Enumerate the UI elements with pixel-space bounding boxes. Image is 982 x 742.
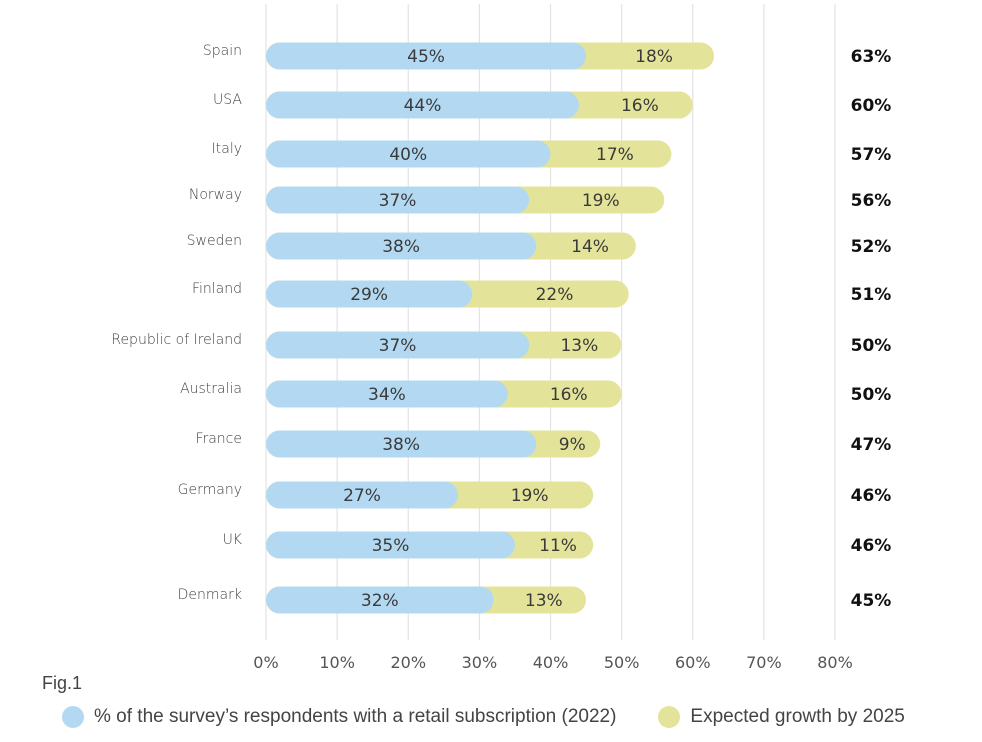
bar-label-growth: 11% (539, 536, 577, 556)
legend: % of the survey’s respondents with a ret… (62, 706, 947, 728)
bar-label-growth: 17% (596, 145, 634, 165)
total-label: 57% (851, 145, 892, 165)
bar-label-subscription: 37% (379, 336, 417, 356)
total-label: 46% (851, 486, 892, 506)
bar-label-subscription: 40% (389, 145, 427, 165)
category-label: Spain (203, 43, 242, 59)
x-tick-label: 0% (253, 653, 278, 672)
bar-subscription (266, 586, 494, 614)
bar-label-subscription: 29% (350, 285, 388, 305)
bar-subscription (266, 430, 537, 458)
total-label: 56% (851, 191, 892, 211)
category-label: Finland (192, 281, 242, 297)
legend-swatch-subscription (62, 706, 84, 728)
total-label: 60% (851, 96, 892, 116)
total-label: 63% (851, 47, 892, 67)
bar-subscription (266, 380, 508, 408)
bar-label-subscription: 45% (407, 47, 445, 67)
bar-subscription (266, 232, 537, 260)
bar-label-growth: 22% (536, 285, 574, 305)
figure-label: Fig.1 (42, 673, 83, 693)
total-label: 50% (851, 336, 892, 356)
bar-label-growth: 13% (525, 591, 563, 611)
bar-label-subscription: 32% (361, 591, 399, 611)
bars (266, 42, 715, 614)
bar-subscription (266, 481, 459, 509)
bar-subscription (266, 140, 551, 168)
category-label: Sweden (187, 233, 242, 249)
category-label: USA (213, 92, 242, 108)
x-tick-label: 10% (319, 653, 355, 672)
legend-item-growth: Expected growth by 2025 (658, 706, 905, 728)
bar-label-growth: 16% (621, 96, 659, 116)
labels: Spain 45% 18% 63% USA 44% 16% 60% Italy 40% 17% 57%… (111, 43, 891, 611)
bar-subscription (266, 280, 473, 308)
x-tick-label: 50% (604, 653, 640, 672)
category-label: Norway (189, 187, 242, 203)
x-tick-label: 60% (675, 653, 711, 672)
x-tick-label: 30% (462, 653, 498, 672)
legend-swatch-growth (658, 706, 681, 728)
x-axis-ticks: 0% 10% 20% 30% 40% 50% 60% 70% 80% (253, 653, 852, 672)
x-tick-label: 80% (817, 653, 853, 672)
bar-label-subscription: 38% (382, 435, 420, 455)
bar-label-growth: 16% (550, 385, 588, 405)
bar-label-growth: 9% (559, 435, 586, 455)
total-label: 50% (851, 385, 892, 405)
category-label: France (195, 431, 242, 447)
bar-subscription (266, 42, 587, 70)
total-label: 47% (851, 435, 892, 455)
bar-label-subscription: 37% (379, 191, 417, 211)
total-label: 51% (851, 285, 892, 305)
bar-subscription (266, 186, 530, 214)
total-label: 45% (851, 591, 892, 611)
total-label: 46% (851, 536, 892, 556)
category-label: Italy (212, 141, 242, 157)
category-label: Australia (180, 381, 242, 397)
bar-label-subscription: 44% (404, 96, 442, 116)
category-label: Denmark (178, 587, 242, 603)
x-tick-label: 40% (533, 653, 569, 672)
bar-subscription (266, 331, 530, 359)
category-label: Republic of Ireland (111, 332, 242, 348)
category-label: Germany (178, 482, 242, 498)
bar-label-subscription: 34% (368, 385, 406, 405)
total-label: 52% (851, 237, 892, 257)
bar-label-growth: 18% (635, 47, 673, 67)
bar-subscription (266, 531, 515, 559)
x-tick-label: 20% (390, 653, 426, 672)
bar-subscription (266, 91, 579, 119)
legend-label-subscription: % of the survey’s respondents with a ret… (94, 706, 617, 727)
bar-label-growth: 13% (560, 336, 598, 356)
x-tick-label: 70% (746, 653, 782, 672)
legend-label-growth: Expected growth by 2025 (690, 706, 905, 727)
bar-label-growth: 19% (511, 486, 549, 506)
bar-label-subscription: 35% (372, 536, 410, 556)
bar-label-subscription: 27% (343, 486, 381, 506)
bar-label-growth: 19% (582, 191, 620, 211)
category-label: UK (223, 532, 243, 548)
bar-label-growth: 14% (571, 237, 609, 257)
bar-label-subscription: 38% (382, 237, 420, 257)
legend-item-subscription: % of the survey’s respondents with a ret… (62, 706, 616, 728)
